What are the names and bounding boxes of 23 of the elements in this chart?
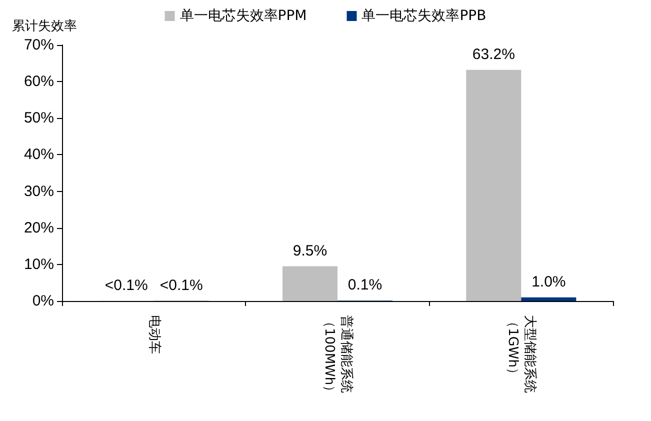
y-axis-title: 累计失效率 (12, 18, 77, 34)
y-tick-label: 30% (24, 182, 54, 200)
bar (466, 70, 522, 301)
x-tick-label: 普通储能系统（100MWh） (322, 315, 354, 398)
legend-label: 单一电芯失效率PPB (362, 8, 486, 24)
y-tick-label: 40% (24, 146, 54, 164)
data-label: <0.1% (160, 276, 203, 294)
y-tick-label: 70% (24, 36, 54, 54)
data-label: 9.5% (292, 242, 328, 260)
data-label: 0.1% (348, 276, 382, 294)
data-label: <0.1% (104, 276, 148, 294)
legend-label: 单一电芯失效率PPM (180, 8, 307, 24)
y-tick-label: 10% (24, 256, 54, 273)
data-label: 63.2% (472, 46, 515, 63)
x-tick-label: 电动车 (146, 315, 162, 354)
bar (282, 266, 338, 301)
y-tick-label: 60% (24, 73, 54, 90)
data-label: 1.0% (532, 273, 566, 290)
bar (521, 297, 576, 301)
y-tick-label: 0% (32, 292, 54, 310)
y-tick-label: 20% (24, 219, 54, 236)
y-tick-label: 50% (24, 110, 54, 127)
x-tick-label: 大型储能系统（1GWh） (505, 315, 538, 393)
